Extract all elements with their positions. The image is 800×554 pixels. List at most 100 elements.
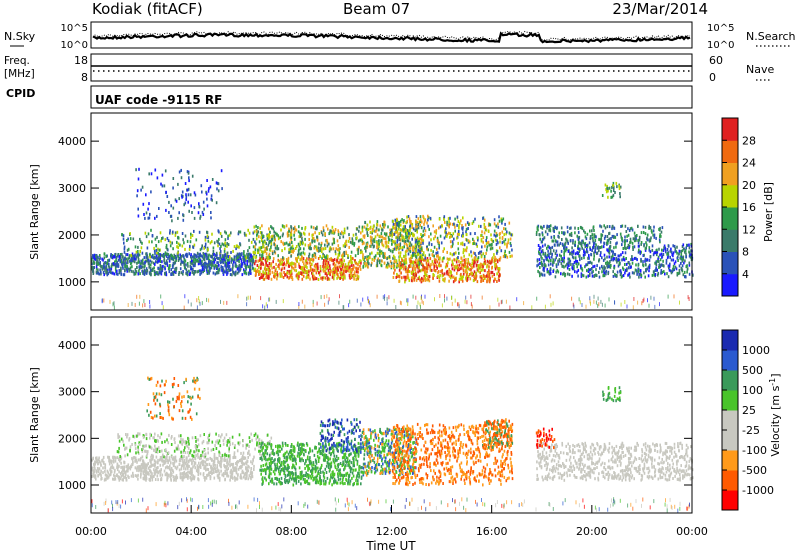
echo-cell	[376, 251, 379, 255]
echo-cell	[253, 225, 256, 229]
echo-cell	[468, 253, 471, 257]
echo-cell	[633, 271, 635, 275]
ground-scatter-cell	[131, 301, 133, 306]
echo-cell	[240, 263, 242, 267]
echo-cell	[611, 227, 613, 231]
echo-cell	[225, 263, 228, 267]
echo-cell	[508, 250, 511, 254]
echo-cell	[122, 478, 124, 482]
echo-cell	[314, 239, 316, 243]
echo-cell	[154, 255, 156, 259]
echo-cell	[106, 273, 109, 277]
echo-cell	[412, 227, 415, 231]
echo-cell	[484, 269, 486, 273]
echo-cell	[375, 226, 378, 230]
echo-cell	[137, 253, 140, 257]
echo-cell	[466, 238, 468, 242]
echo-cell	[427, 218, 429, 222]
echo-cell	[612, 184, 614, 187]
echo-cell	[612, 250, 614, 254]
echo-cell	[272, 234, 274, 238]
echo-cell	[682, 247, 685, 251]
echo-cell	[666, 272, 668, 276]
echo-cell	[378, 239, 380, 243]
echo-cell	[603, 236, 606, 240]
echo-cell	[243, 258, 245, 262]
echo-cell	[637, 238, 639, 242]
echo-cell	[426, 245, 428, 249]
echo-cell	[180, 271, 183, 275]
echo-cell	[272, 257, 275, 261]
echo-cell	[649, 250, 652, 254]
echo-cell	[638, 238, 641, 242]
echo-cell	[294, 225, 296, 229]
echo-cell	[135, 270, 138, 274]
echo-cell	[464, 248, 467, 252]
echo-cell	[101, 265, 103, 269]
echo-cell	[353, 277, 355, 281]
ground-scatter-cell	[356, 298, 358, 303]
echo-cell	[417, 261, 419, 265]
echo-cell	[270, 262, 273, 266]
echo-cell	[234, 466, 237, 470]
echo-cell	[660, 269, 663, 273]
echo-cell	[213, 256, 216, 260]
echo-cell	[93, 261, 95, 265]
echo-cell	[235, 254, 238, 258]
echo-cell	[286, 275, 289, 279]
echo-cell	[454, 229, 456, 233]
echo-cell	[168, 467, 171, 471]
echo-cell	[460, 272, 462, 276]
echo-cell	[539, 246, 542, 250]
echo-cell	[186, 239, 189, 243]
echo-cell	[366, 243, 368, 247]
echo-cell	[147, 259, 150, 263]
echo-cell	[680, 250, 682, 253]
echo-cell	[418, 263, 420, 266]
echo-cell	[552, 261, 554, 265]
echo-cell	[251, 263, 254, 267]
echo-cell	[602, 269, 605, 273]
echo-cell	[594, 246, 596, 249]
echo-cell	[274, 243, 276, 247]
echo-cell	[355, 266, 357, 270]
echo-cell	[535, 230, 538, 234]
echo-cell	[620, 225, 622, 228]
echo-cell	[561, 242, 564, 246]
echo-cell	[388, 255, 391, 259]
echo-cell	[607, 261, 609, 265]
echo-cell	[433, 265, 436, 268]
ground-scatter-cell	[407, 302, 409, 306]
echo-cell	[591, 249, 593, 252]
date-label: 23/Mar/2014	[612, 0, 708, 18]
echo-cell	[264, 258, 267, 262]
echo-cell	[577, 274, 579, 278]
echo-cell	[197, 260, 200, 264]
echo-cell	[489, 247, 492, 251]
echo-cell	[656, 253, 658, 257]
echo-cell	[415, 248, 417, 252]
echo-cell	[201, 268, 204, 271]
echo-cell	[122, 255, 124, 259]
echo-cell	[320, 241, 323, 245]
ground-scatter-cell	[395, 305, 397, 309]
echo-cell	[117, 258, 120, 262]
ground-scatter-cell	[149, 304, 151, 309]
echo-cell	[117, 264, 120, 268]
echo-cell	[584, 253, 586, 256]
echo-cell	[199, 248, 202, 252]
echo-cell	[366, 263, 368, 267]
echo-cell	[613, 246, 615, 250]
echo-cell	[146, 246, 149, 250]
echo-cell	[561, 231, 563, 235]
ground-scatter-cell	[367, 296, 369, 301]
echo-cell	[164, 272, 166, 276]
echo-cell	[556, 243, 559, 247]
echo-cell	[330, 229, 332, 233]
echo-cell	[376, 244, 378, 248]
echo-cell	[149, 268, 152, 272]
echo-cell	[583, 250, 585, 254]
echo-cell	[283, 271, 285, 274]
echo-cell	[349, 268, 352, 271]
echo-cell	[322, 252, 324, 256]
